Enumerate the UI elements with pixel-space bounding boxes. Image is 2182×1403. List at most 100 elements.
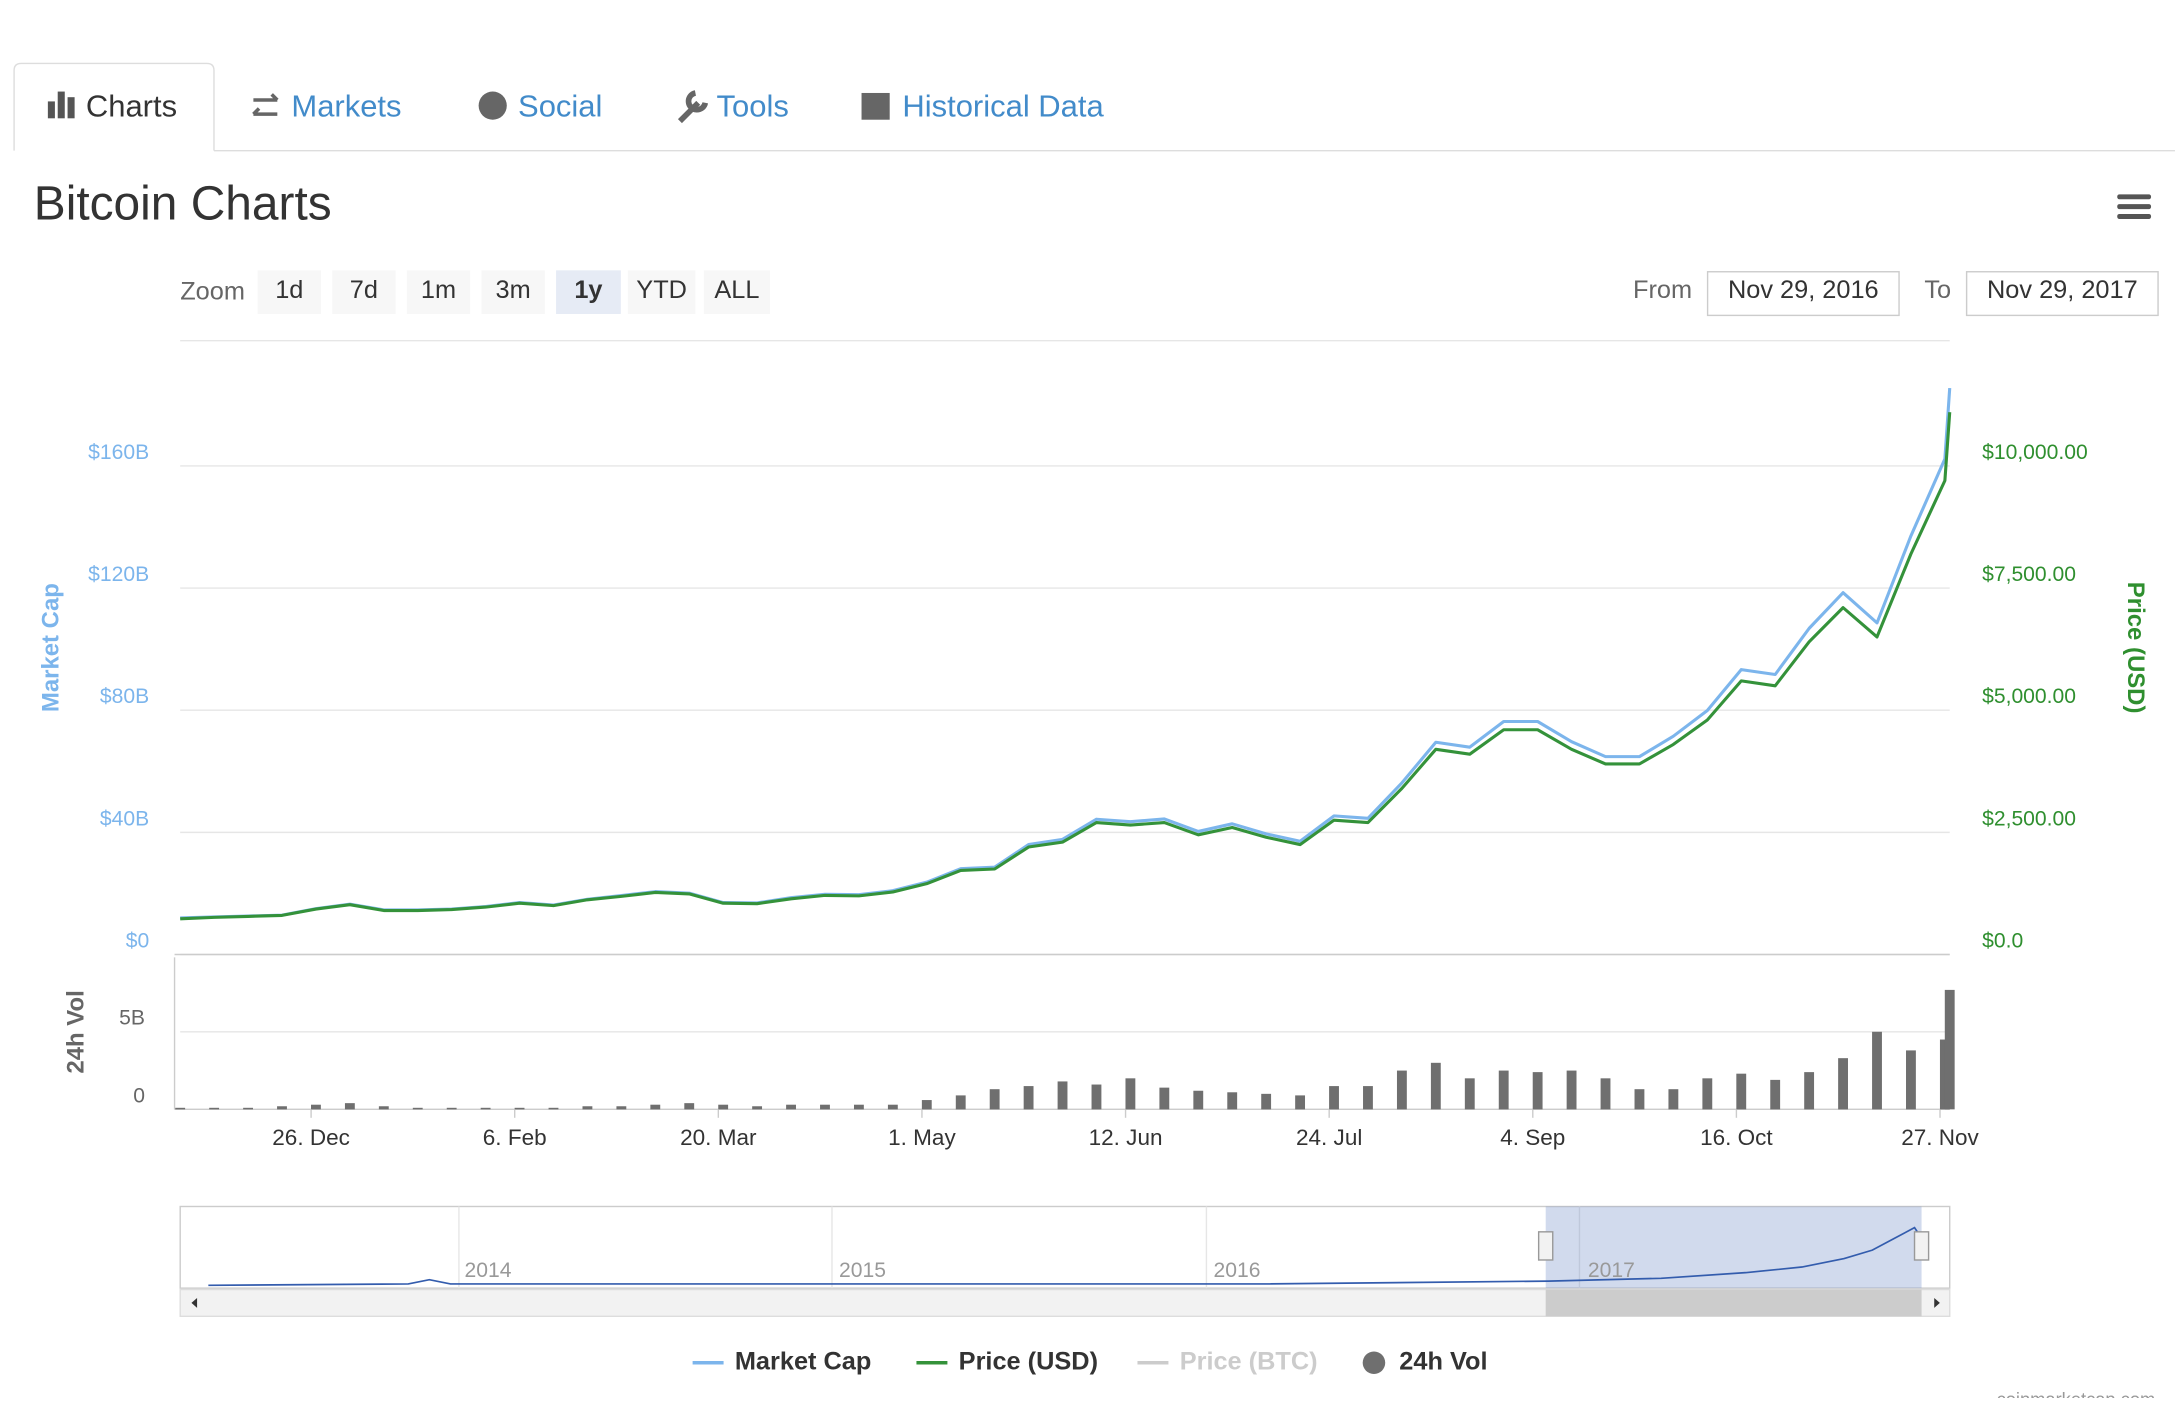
volume-bar	[1091, 1084, 1102, 1110]
volume-bar	[718, 1104, 729, 1110]
volume-bar	[1668, 1089, 1679, 1110]
x-tick-label: 4. Sep	[1500, 1125, 1565, 1150]
volume-bar	[344, 1103, 355, 1110]
x-tick-label: 20. Mar	[680, 1125, 757, 1150]
y2-axis-title: Price (USD)	[2122, 582, 2149, 714]
series-line	[180, 387, 1952, 920]
y-tick-label: $80B	[100, 685, 149, 708]
zoom-button[interactable]	[627, 270, 696, 314]
from-date: Nov 29, 2016	[1728, 276, 1879, 304]
y2-tick-label: $7,500.00	[1982, 563, 2076, 586]
volume-bar	[1159, 1087, 1170, 1110]
volume-bar	[1363, 1086, 1373, 1110]
tab-label[interactable]: Charts	[86, 89, 177, 124]
legend-label[interactable]: Price (BTC)	[1180, 1347, 1318, 1375]
y-tick-label: $40B	[100, 807, 149, 830]
volume-bar	[1804, 1072, 1815, 1110]
volume-bar	[921, 1100, 932, 1110]
x-tick-label: 24. Jul	[1296, 1125, 1362, 1150]
zoom-button[interactable]	[703, 270, 771, 314]
volume-bar	[1498, 1070, 1509, 1110]
legend-label[interactable]: 24h Vol	[1399, 1347, 1487, 1375]
zoom-button[interactable]	[257, 270, 321, 314]
volume-bar	[1023, 1086, 1034, 1110]
volume-bar	[1057, 1081, 1068, 1110]
zoom-button[interactable]	[406, 270, 471, 314]
social-icon	[478, 91, 507, 120]
active-tab[interactable]	[13, 62, 215, 151]
volume-bar	[378, 1106, 389, 1110]
scrollbar-thumb[interactable]	[1545, 1289, 1922, 1317]
volume-bar	[616, 1106, 627, 1110]
menu-button[interactable]	[2117, 194, 2152, 219]
volume-bar	[1532, 1072, 1543, 1110]
y-tick-label: $120B	[88, 563, 149, 586]
zoom-button[interactable]	[556, 270, 621, 314]
navigator-label: 2017	[1588, 1259, 1635, 1282]
tab-label[interactable]: Markets	[291, 89, 401, 124]
volume-bar	[1464, 1078, 1475, 1110]
volume-bar	[1125, 1078, 1136, 1110]
markets-icon	[252, 93, 279, 116]
volume-bar	[1838, 1058, 1848, 1110]
zoom-button[interactable]	[481, 270, 545, 314]
volume-bar	[446, 1107, 457, 1110]
volume-bar	[1906, 1050, 1916, 1110]
volume-bar	[311, 1104, 321, 1110]
navigator-handle[interactable]	[1913, 1231, 1930, 1261]
zoom-button-label: ALL	[714, 276, 759, 304]
volume-bar	[277, 1106, 287, 1110]
zoom-button[interactable]	[332, 270, 396, 314]
tab-label[interactable]: Historical Data	[902, 89, 1104, 124]
tab-label[interactable]: Tools	[717, 89, 789, 124]
volume-bar	[1193, 1090, 1204, 1110]
volume-bar	[955, 1095, 966, 1110]
zoom-button-label: 1d	[275, 276, 303, 304]
volume-bar	[650, 1104, 661, 1110]
y-axis-title: Market Cap	[37, 583, 64, 712]
zoom-button-label: 7d	[350, 276, 378, 304]
to-label: To	[1924, 276, 1951, 304]
volume-bar	[1261, 1093, 1272, 1110]
y2-tick-label: $10,000.00	[1982, 441, 2088, 464]
to-date: Nov 29, 2017	[1987, 276, 2138, 304]
legend-symbol[interactable]	[1362, 1351, 1386, 1375]
volume-bar	[887, 1104, 898, 1110]
navigator[interactable]	[179, 1205, 1951, 1289]
navigator-selection[interactable]	[1545, 1206, 1922, 1289]
volume-bar	[1396, 1070, 1407, 1110]
y-tick-label: 5B	[119, 1007, 145, 1030]
volume-bar	[1566, 1070, 1577, 1110]
volume-bar	[786, 1104, 796, 1110]
volume-bar	[1770, 1079, 1781, 1110]
volume-bar	[1430, 1062, 1441, 1110]
zoom-button-label: 1y	[574, 276, 602, 304]
volume-bar	[480, 1107, 491, 1110]
legend-label[interactable]: Price (USD)	[959, 1347, 1098, 1375]
tools-icon	[677, 90, 709, 124]
volume-bar	[853, 1104, 864, 1110]
volume-bar	[514, 1107, 525, 1110]
charts-icon	[47, 91, 75, 119]
to-input[interactable]	[1965, 271, 2159, 317]
x-tick-label: 1. May	[888, 1125, 956, 1150]
navigator-label: 2016	[1213, 1259, 1260, 1282]
volume-bar	[209, 1107, 220, 1110]
zoom-button-label: 1m	[421, 276, 456, 304]
legend-label[interactable]: Market Cap	[735, 1347, 872, 1375]
navigator-handle[interactable]	[1537, 1231, 1554, 1261]
y-axis-title: 24h Vol	[63, 990, 90, 1073]
volume-bar	[1329, 1086, 1339, 1110]
volume-bar	[1227, 1092, 1238, 1110]
tab-label[interactable]: Social	[518, 89, 602, 124]
volume-bar	[175, 1107, 186, 1110]
zoom-button-label: YTD	[636, 276, 687, 304]
volume-bar	[1634, 1089, 1645, 1110]
from-input[interactable]	[1706, 271, 1900, 317]
navigator-grid	[458, 1206, 1581, 1289]
zoom-button-label: 3m	[496, 276, 531, 304]
navigator-label: 2015	[839, 1259, 886, 1282]
x-tick-label: 26. Dec	[272, 1125, 350, 1150]
